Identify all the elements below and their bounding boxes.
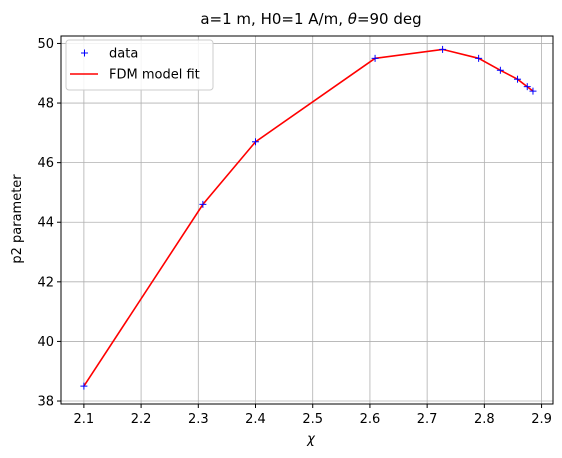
x-tick-label: 2.4 xyxy=(245,412,266,427)
legend-label: FDM model fit xyxy=(109,68,200,83)
chart-title: a=1 m, H0=1 A/m, θ=90 deg xyxy=(200,10,421,28)
y-tick-label: 38 xyxy=(37,395,54,410)
y-tick-label: 48 xyxy=(37,97,54,112)
data-point xyxy=(199,200,207,208)
y-tick-label: 50 xyxy=(37,37,54,52)
x-tick-label: 2.6 xyxy=(360,412,381,427)
legend-label: data xyxy=(109,47,138,62)
data-point xyxy=(371,54,379,62)
series-layer xyxy=(80,45,537,390)
x-tick-label: 2.8 xyxy=(474,412,495,427)
x-tick-label: 2.3 xyxy=(188,412,209,427)
x-tick-label: 2.2 xyxy=(131,412,152,427)
data-point xyxy=(439,45,447,53)
legend: data FDM model fit xyxy=(65,39,214,91)
x-tick-label: 2.5 xyxy=(302,412,323,427)
data-point xyxy=(252,138,260,146)
x-tick-label: 2.1 xyxy=(74,412,95,427)
y-tick-label: 40 xyxy=(37,335,54,350)
data-point xyxy=(523,83,531,91)
y-tick-label: 44 xyxy=(37,216,54,231)
ticks: 2.1 2.2 2.3 2.4 2.5 2.6 2.7 2.8 2.9 38 40 42 44 46 48 5… xyxy=(37,37,551,427)
data-point xyxy=(514,75,522,83)
data-point xyxy=(529,87,537,95)
x-tick-label: 2.9 xyxy=(531,412,552,427)
data-point xyxy=(475,54,483,62)
data-point xyxy=(496,66,504,74)
y-tick-label: 42 xyxy=(37,275,54,290)
x-tick-label: 2.7 xyxy=(417,412,438,427)
x-axis-label: χ xyxy=(306,432,316,447)
data-point xyxy=(80,382,88,390)
y-axis-label: p2 parameter xyxy=(10,174,25,264)
y-tick-label: 46 xyxy=(37,156,54,171)
legend-box xyxy=(65,39,214,91)
fit-line xyxy=(83,48,534,387)
grid xyxy=(61,36,553,404)
plot-frame xyxy=(60,35,554,405)
